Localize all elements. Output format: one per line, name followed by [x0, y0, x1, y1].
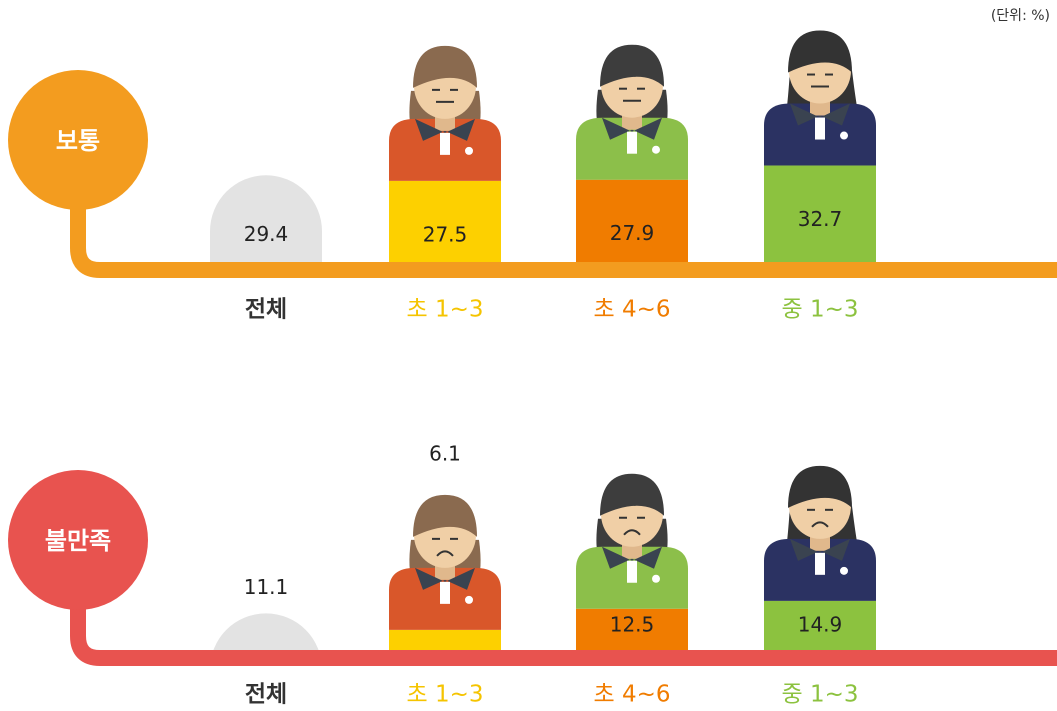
badge-pin [652, 575, 660, 583]
value-label: 32.7 [798, 207, 843, 231]
category-label: 초 1~3 [406, 682, 483, 708]
category-label: 전체 [245, 297, 287, 323]
shirt [627, 132, 637, 154]
value-label: 27.9 [610, 221, 655, 245]
value-label: 11.1 [244, 575, 289, 599]
shirt [440, 133, 450, 155]
bar [389, 630, 501, 650]
value-label: 12.5 [610, 613, 655, 637]
category-label: 초 4~6 [593, 682, 670, 708]
infographic: (단위: %) 29.4 전체 27.5 초 1~3 27.9 초 4~6 32.7 중 1~… [0, 0, 1057, 711]
badge-pin [465, 147, 473, 155]
value-label: 14.9 [798, 613, 843, 637]
badge-pin [465, 596, 473, 604]
bars [210, 166, 876, 322]
shirt [440, 582, 450, 604]
badge-label: 불만족 [45, 527, 111, 555]
category-label: 전체 [245, 682, 287, 708]
unit-note: (단위: %) [991, 8, 1050, 24]
value-label: 29.4 [244, 222, 289, 246]
value-label: 27.5 [423, 222, 468, 246]
value-label: 6.1 [429, 441, 461, 465]
badge-pin [840, 567, 848, 575]
category-label: 중 1~3 [781, 297, 858, 323]
badge-pin [840, 132, 848, 140]
category-label: 중 1~3 [781, 682, 858, 708]
badge-label: 보통 [56, 127, 100, 155]
badge-pin [652, 146, 660, 154]
category-label: 초 4~6 [593, 297, 670, 323]
shirt [627, 561, 637, 583]
shirt [815, 118, 825, 140]
shirt [815, 553, 825, 575]
category-label: 초 1~3 [406, 297, 483, 323]
